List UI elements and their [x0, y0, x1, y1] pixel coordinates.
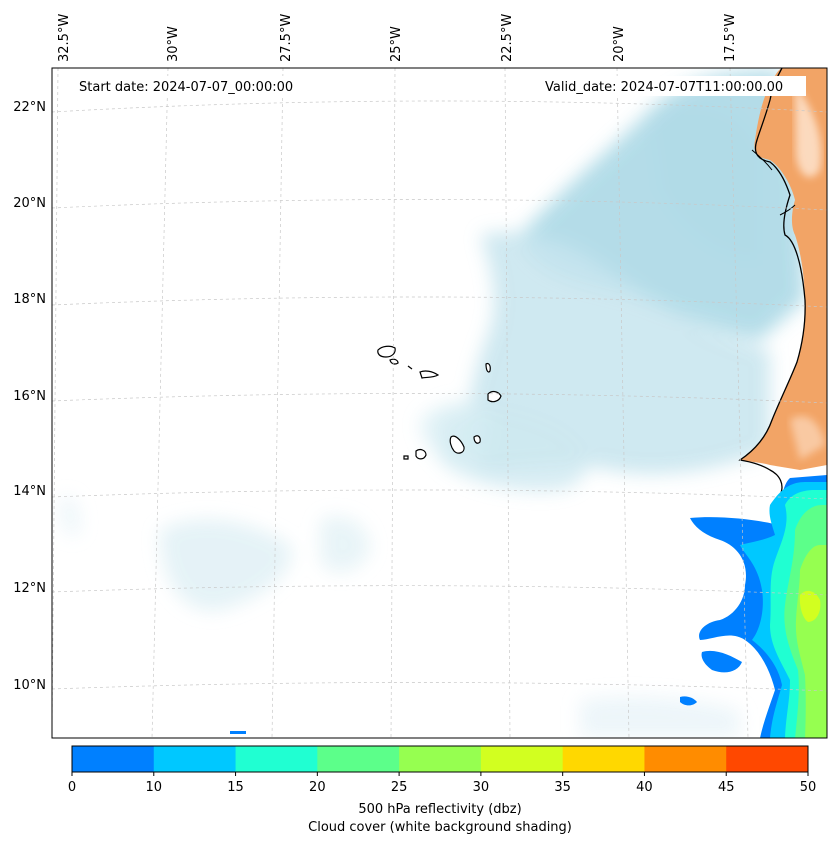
lon-label: 17.5°W [723, 14, 738, 62]
colorbar-segment [235, 746, 318, 772]
colorbar-label: 500 hPa reflectivity (dbz) [358, 802, 521, 817]
lon-label: 25°W [389, 26, 404, 62]
lat-label: 14°N [13, 484, 46, 499]
lat-label: 16°N [13, 389, 46, 404]
map-frame [51, 67, 828, 739]
lon-label: 20°W [612, 26, 627, 62]
colorbar-segment [153, 746, 237, 772]
longitude-labels: 32.5°W 30°W 27.5°W 25°W 22.5°W 20°W 17.5… [57, 14, 738, 62]
latitude-labels: 22°N 20°N 18°N 16°N 14°N 12°N 10°N [13, 100, 46, 693]
colorbar-tick-label: 40 [636, 780, 653, 795]
colorbar: 0 10 15 20 25 30 35 40 45 50 [68, 745, 817, 795]
colorbar-tick-label: 50 [800, 780, 817, 795]
colorbar-frame [71, 745, 809, 773]
valid-date-box [540, 76, 806, 96]
cloud-cover-shading [60, 70, 805, 738]
lon-label: 30°W [166, 26, 181, 62]
lat-label: 18°N [13, 292, 46, 307]
lat-label: 20°N [13, 196, 46, 211]
colorbar-segment [726, 746, 809, 772]
colorbar-tick-label: 30 [473, 780, 490, 795]
lat-label: 22°N [13, 100, 46, 115]
colorbar-tick-label: 35 [554, 780, 571, 795]
lon-label: 32.5°W [57, 14, 72, 62]
colorbar-tick-label: 15 [227, 780, 244, 795]
colorbar-tick-label: 20 [309, 780, 326, 795]
lon-label: 22.5°W [500, 14, 515, 62]
colorbar-segment [480, 746, 564, 772]
colorbar-tick-label: 10 [146, 780, 163, 795]
start-date-label: Start date: 2024-07-07_00:00:00 [79, 80, 293, 95]
colorbar-segment [72, 746, 155, 772]
colorbar-segment [317, 746, 400, 772]
gridlines [52, 68, 827, 738]
colorbar-segment [644, 746, 727, 772]
colorbar-segment [562, 746, 645, 772]
reflectivity-contours [230, 475, 827, 738]
colorbar-tick-label: 25 [391, 780, 408, 795]
colorbar-tick-label: 45 [718, 780, 735, 795]
start-date-box [74, 76, 318, 96]
lon-label: 27.5°W [279, 14, 294, 62]
lat-label: 10°N [13, 678, 46, 693]
colorbar-tick-label: 0 [68, 780, 76, 795]
lat-label: 12°N [13, 581, 46, 596]
valid-date-label: Valid_date: 2024-07-07T11:00:00.00 [545, 80, 783, 95]
colorbar-segment [399, 746, 482, 772]
colorbar-sublabel: Cloud cover (white background shading) [308, 820, 572, 835]
